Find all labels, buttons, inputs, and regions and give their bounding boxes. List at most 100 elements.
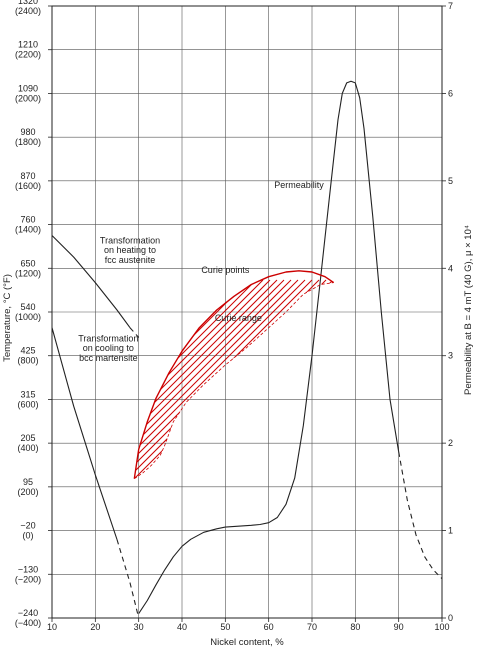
hatch-line [0,280,123,600]
hatch-line [236,279,334,479]
x-tick-label: 30 [134,622,144,632]
y-tick-label-fahrenheit: (1600) [15,181,41,191]
hatch-line [257,279,334,479]
y-tick-label-right: 0 [448,613,453,623]
hatch-line [335,280,477,600]
y-tick-label-fahrenheit: (2200) [15,50,41,60]
annotation-label: on cooling to [83,343,134,353]
hatch-line [377,280,477,600]
y-tick-label-fahrenheit: (400) [17,443,38,453]
y-tick-label-celsius: 650 [20,258,35,268]
hatch-line [134,279,299,479]
y-tick-label-fahrenheit: (2000) [15,93,41,103]
hatch-line [145,279,334,479]
hatch-line [134,279,334,479]
y-tick-label-right: 5 [448,176,453,186]
series-line-transformation-on-cooling-dashed [116,539,140,618]
hatch-line [229,279,334,479]
x-tick-label: 100 [434,622,449,632]
hatch-line [0,280,88,600]
hatch-line [134,279,264,479]
annotation-label: Permeability [274,180,324,190]
hatch-line [134,279,250,479]
y-tick-label-right: 4 [448,263,453,273]
annotation-label: on heating to [104,245,156,255]
annotation-label: Transformation [78,333,138,343]
hatch-line [134,279,334,479]
hatch-line [327,279,334,479]
y-tick-label-celsius: 980 [20,127,35,137]
hatch-line [134,279,292,479]
hatch-line [134,279,257,479]
y-tick-label-fahrenheit: (2400) [15,6,41,16]
annotation-label: Curie range [215,313,262,323]
hatch-line [215,279,334,479]
y-tick-label-right: 3 [448,351,453,361]
hatch-line [134,279,278,479]
hatch-line [208,279,334,479]
x-tick-label: 60 [264,622,274,632]
y-tick-label-celsius: −130 [18,564,38,574]
series-line-transformation-on-heating-dashed [129,327,140,338]
hatch-line [173,279,334,479]
y-tick-label-celsius: −240 [18,608,38,618]
x-tick-label: 20 [90,622,100,632]
annotation-label: Transformation [100,235,160,245]
annotation-label: fcc austenite [105,255,156,265]
hatch-line [0,280,102,600]
y-axis-title-left: Temperature, °C (°F) [2,274,13,362]
hatch-line [349,280,477,600]
y-tick-label-fahrenheit: (1000) [15,312,41,322]
y-tick-label-celsius: 95 [23,477,33,487]
y-tick-label-celsius: 315 [20,389,35,399]
series-line-transformation-on-heating-to-fcc-austenite [52,235,131,329]
y-tick-label-fahrenheit: (200) [17,487,38,497]
y-tick-label-right: 1 [448,526,453,536]
curie-range-lower-boundary [134,282,334,480]
hatch-line [134,279,313,479]
y-tick-label-celsius: 870 [20,171,35,181]
hatch-line [134,279,320,479]
y-tick-label-fahrenheit: (−400) [15,618,41,628]
x-axis-title: Nickel content, % [210,637,284,648]
hatch-line [187,279,334,479]
hatch-line [363,280,477,600]
y-tick-label-celsius: 1210 [18,40,38,50]
x-tick-label: 40 [177,622,187,632]
x-axis-ticks: 10 20 30 40 50 60 70 80 90 100 [47,618,450,632]
y-axis-title-right: Permeability at B = 4 mT (40 G), μ × 10⁴ [463,225,474,395]
hatch-line [370,280,477,600]
hatch-line [0,280,116,600]
curie-range-hatch [0,279,477,600]
annotation-label: bcc martensite [79,353,138,363]
x-tick-label: 10 [47,622,57,632]
hatch-line [134,279,334,479]
hatch-line [356,280,477,600]
hatch-line [138,279,334,479]
y-tick-label-celsius: 425 [20,346,35,356]
hatch-line [134,279,327,479]
hatch-line [134,279,306,479]
y-tick-label-fahrenheit: (1800) [15,137,41,147]
series-line-permeability-dashed [398,451,442,580]
x-tick-label: 70 [307,622,317,632]
hatch-line [134,279,334,479]
y-tick-label-right: 2 [448,438,453,448]
y-tick-label-celsius: 1090 [18,83,38,93]
y-tick-label-fahrenheit: (600) [17,399,38,409]
hatch-line [134,279,271,479]
hatch-line [166,279,334,479]
hatch-line [342,280,477,600]
x-tick-label: 80 [350,622,360,632]
y-tick-label-fahrenheit: (−200) [15,574,41,584]
y-tick-label-fahrenheit: (1400) [15,225,41,235]
x-tick-label: 90 [394,622,404,632]
annotation-label: Curie points [201,265,250,275]
grid [51,5,443,619]
y-tick-label-celsius: 760 [20,215,35,225]
hatch-line [271,279,334,479]
right-axis-ticks: 7 6 5 4 3 2 1 0 [442,1,453,623]
hatch-line [134,279,285,479]
